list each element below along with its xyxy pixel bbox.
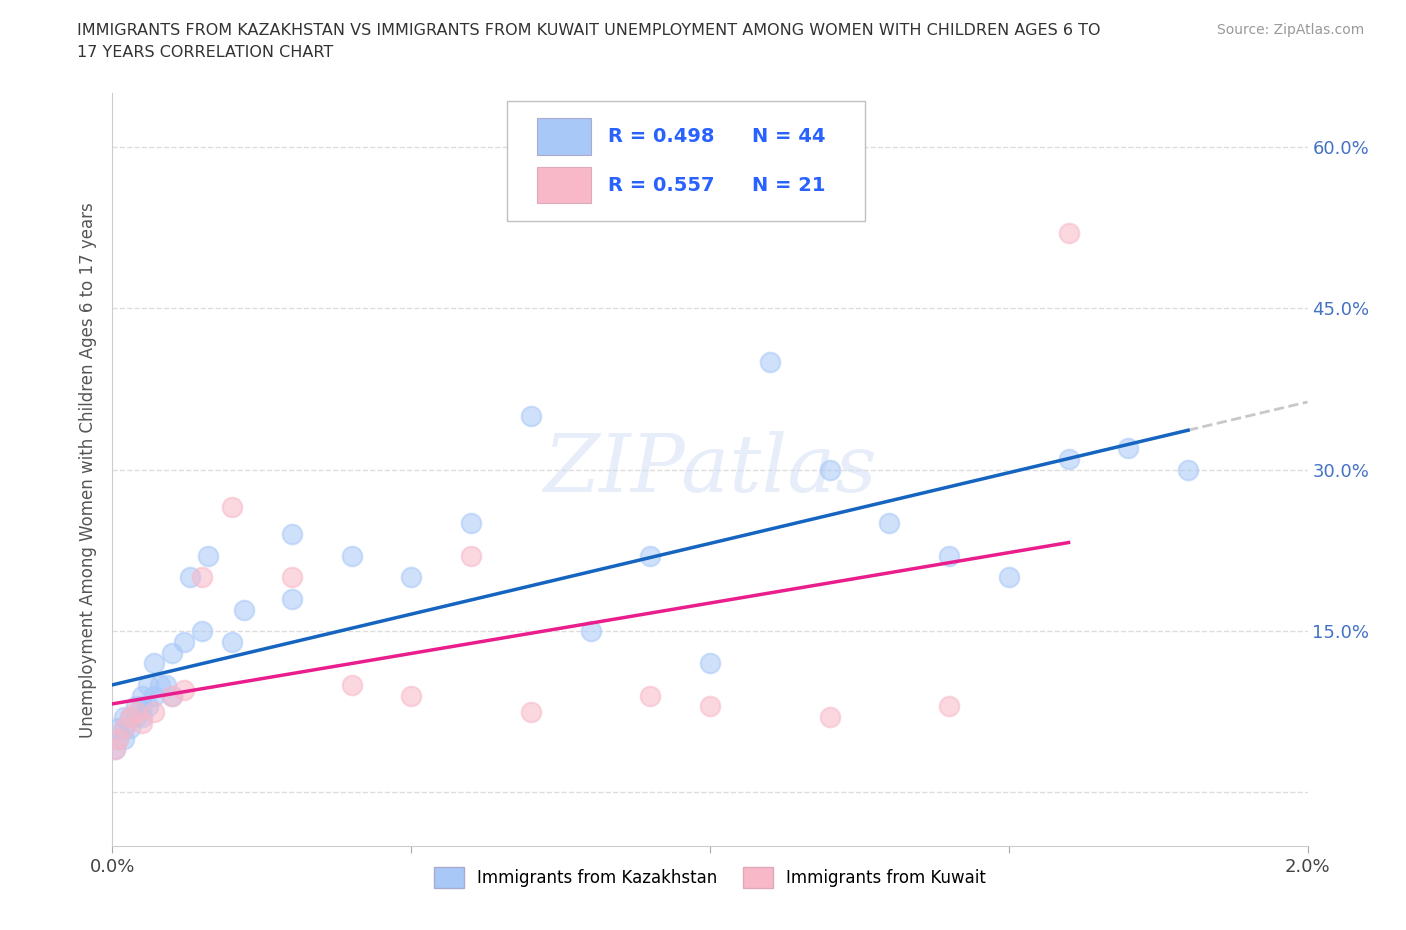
Text: R = 0.498: R = 0.498 [609, 127, 714, 146]
Point [1057, 225, 1080, 240]
Point [1177, 462, 1199, 477]
Point [759, 354, 782, 369]
Point [938, 699, 960, 714]
Point [818, 710, 841, 724]
Point [699, 656, 721, 671]
Point [107, 721, 129, 736]
Point [149, 677, 172, 692]
Point [460, 549, 482, 564]
Point [120, 721, 142, 736]
Point [1118, 441, 1140, 456]
Point [401, 570, 423, 585]
Point [107, 731, 129, 746]
Point [520, 704, 543, 719]
Text: R = 0.557: R = 0.557 [609, 176, 714, 194]
Point [640, 549, 662, 564]
Point [162, 688, 183, 703]
Point [818, 462, 841, 477]
Point [173, 634, 195, 649]
Point [520, 408, 543, 423]
Point [143, 688, 166, 703]
Point [340, 549, 363, 564]
Point [138, 677, 160, 692]
Point [938, 549, 960, 564]
Text: Source: ZipAtlas.com: Source: ZipAtlas.com [1216, 23, 1364, 37]
Point [120, 710, 142, 724]
Text: 17 YEARS CORRELATION CHART: 17 YEARS CORRELATION CHART [77, 45, 333, 60]
Text: IMMIGRANTS FROM KAZAKHSTAN VS IMMIGRANTS FROM KUWAIT UNEMPLOYMENT AMONG WOMEN WI: IMMIGRANTS FROM KAZAKHSTAN VS IMMIGRANTS… [77, 23, 1101, 38]
Point [221, 500, 243, 515]
FancyBboxPatch shape [537, 167, 591, 203]
Point [191, 570, 214, 585]
Point [125, 710, 148, 724]
Point [179, 570, 201, 585]
Point [162, 645, 183, 660]
Point [131, 699, 153, 714]
Point [221, 634, 243, 649]
Point [107, 731, 129, 746]
Point [155, 677, 177, 692]
Point [340, 677, 363, 692]
Legend: Immigrants from Kazakhstan, Immigrants from Kuwait: Immigrants from Kazakhstan, Immigrants f… [427, 861, 993, 895]
Point [114, 721, 135, 736]
Point [125, 699, 148, 714]
Point [281, 526, 304, 541]
Point [401, 688, 423, 703]
Y-axis label: Unemployment Among Women with Children Ages 6 to 17 years: Unemployment Among Women with Children A… [79, 202, 97, 737]
Text: ZIPatlas: ZIPatlas [543, 431, 877, 509]
Point [114, 731, 135, 746]
FancyBboxPatch shape [537, 118, 591, 154]
Point [131, 710, 153, 724]
Point [1057, 451, 1080, 466]
Point [114, 710, 135, 724]
Point [162, 688, 183, 703]
Point [197, 549, 219, 564]
FancyBboxPatch shape [508, 100, 866, 221]
Point [131, 688, 153, 703]
Point [120, 710, 142, 724]
Point [640, 688, 662, 703]
Point [233, 602, 256, 617]
Point [699, 699, 721, 714]
Point [191, 624, 214, 639]
Point [998, 570, 1021, 585]
Point [173, 683, 195, 698]
Point [460, 516, 482, 531]
Point [281, 570, 304, 585]
Point [114, 721, 135, 736]
Text: N = 44: N = 44 [752, 127, 825, 146]
Text: N = 21: N = 21 [752, 176, 825, 194]
Point [579, 624, 602, 639]
Point [143, 704, 166, 719]
Point [131, 715, 153, 730]
Point [877, 516, 901, 531]
Point [281, 591, 304, 606]
Point [104, 742, 127, 757]
Point [143, 656, 166, 671]
Point [125, 704, 148, 719]
Point [138, 699, 160, 714]
Point [104, 742, 127, 757]
